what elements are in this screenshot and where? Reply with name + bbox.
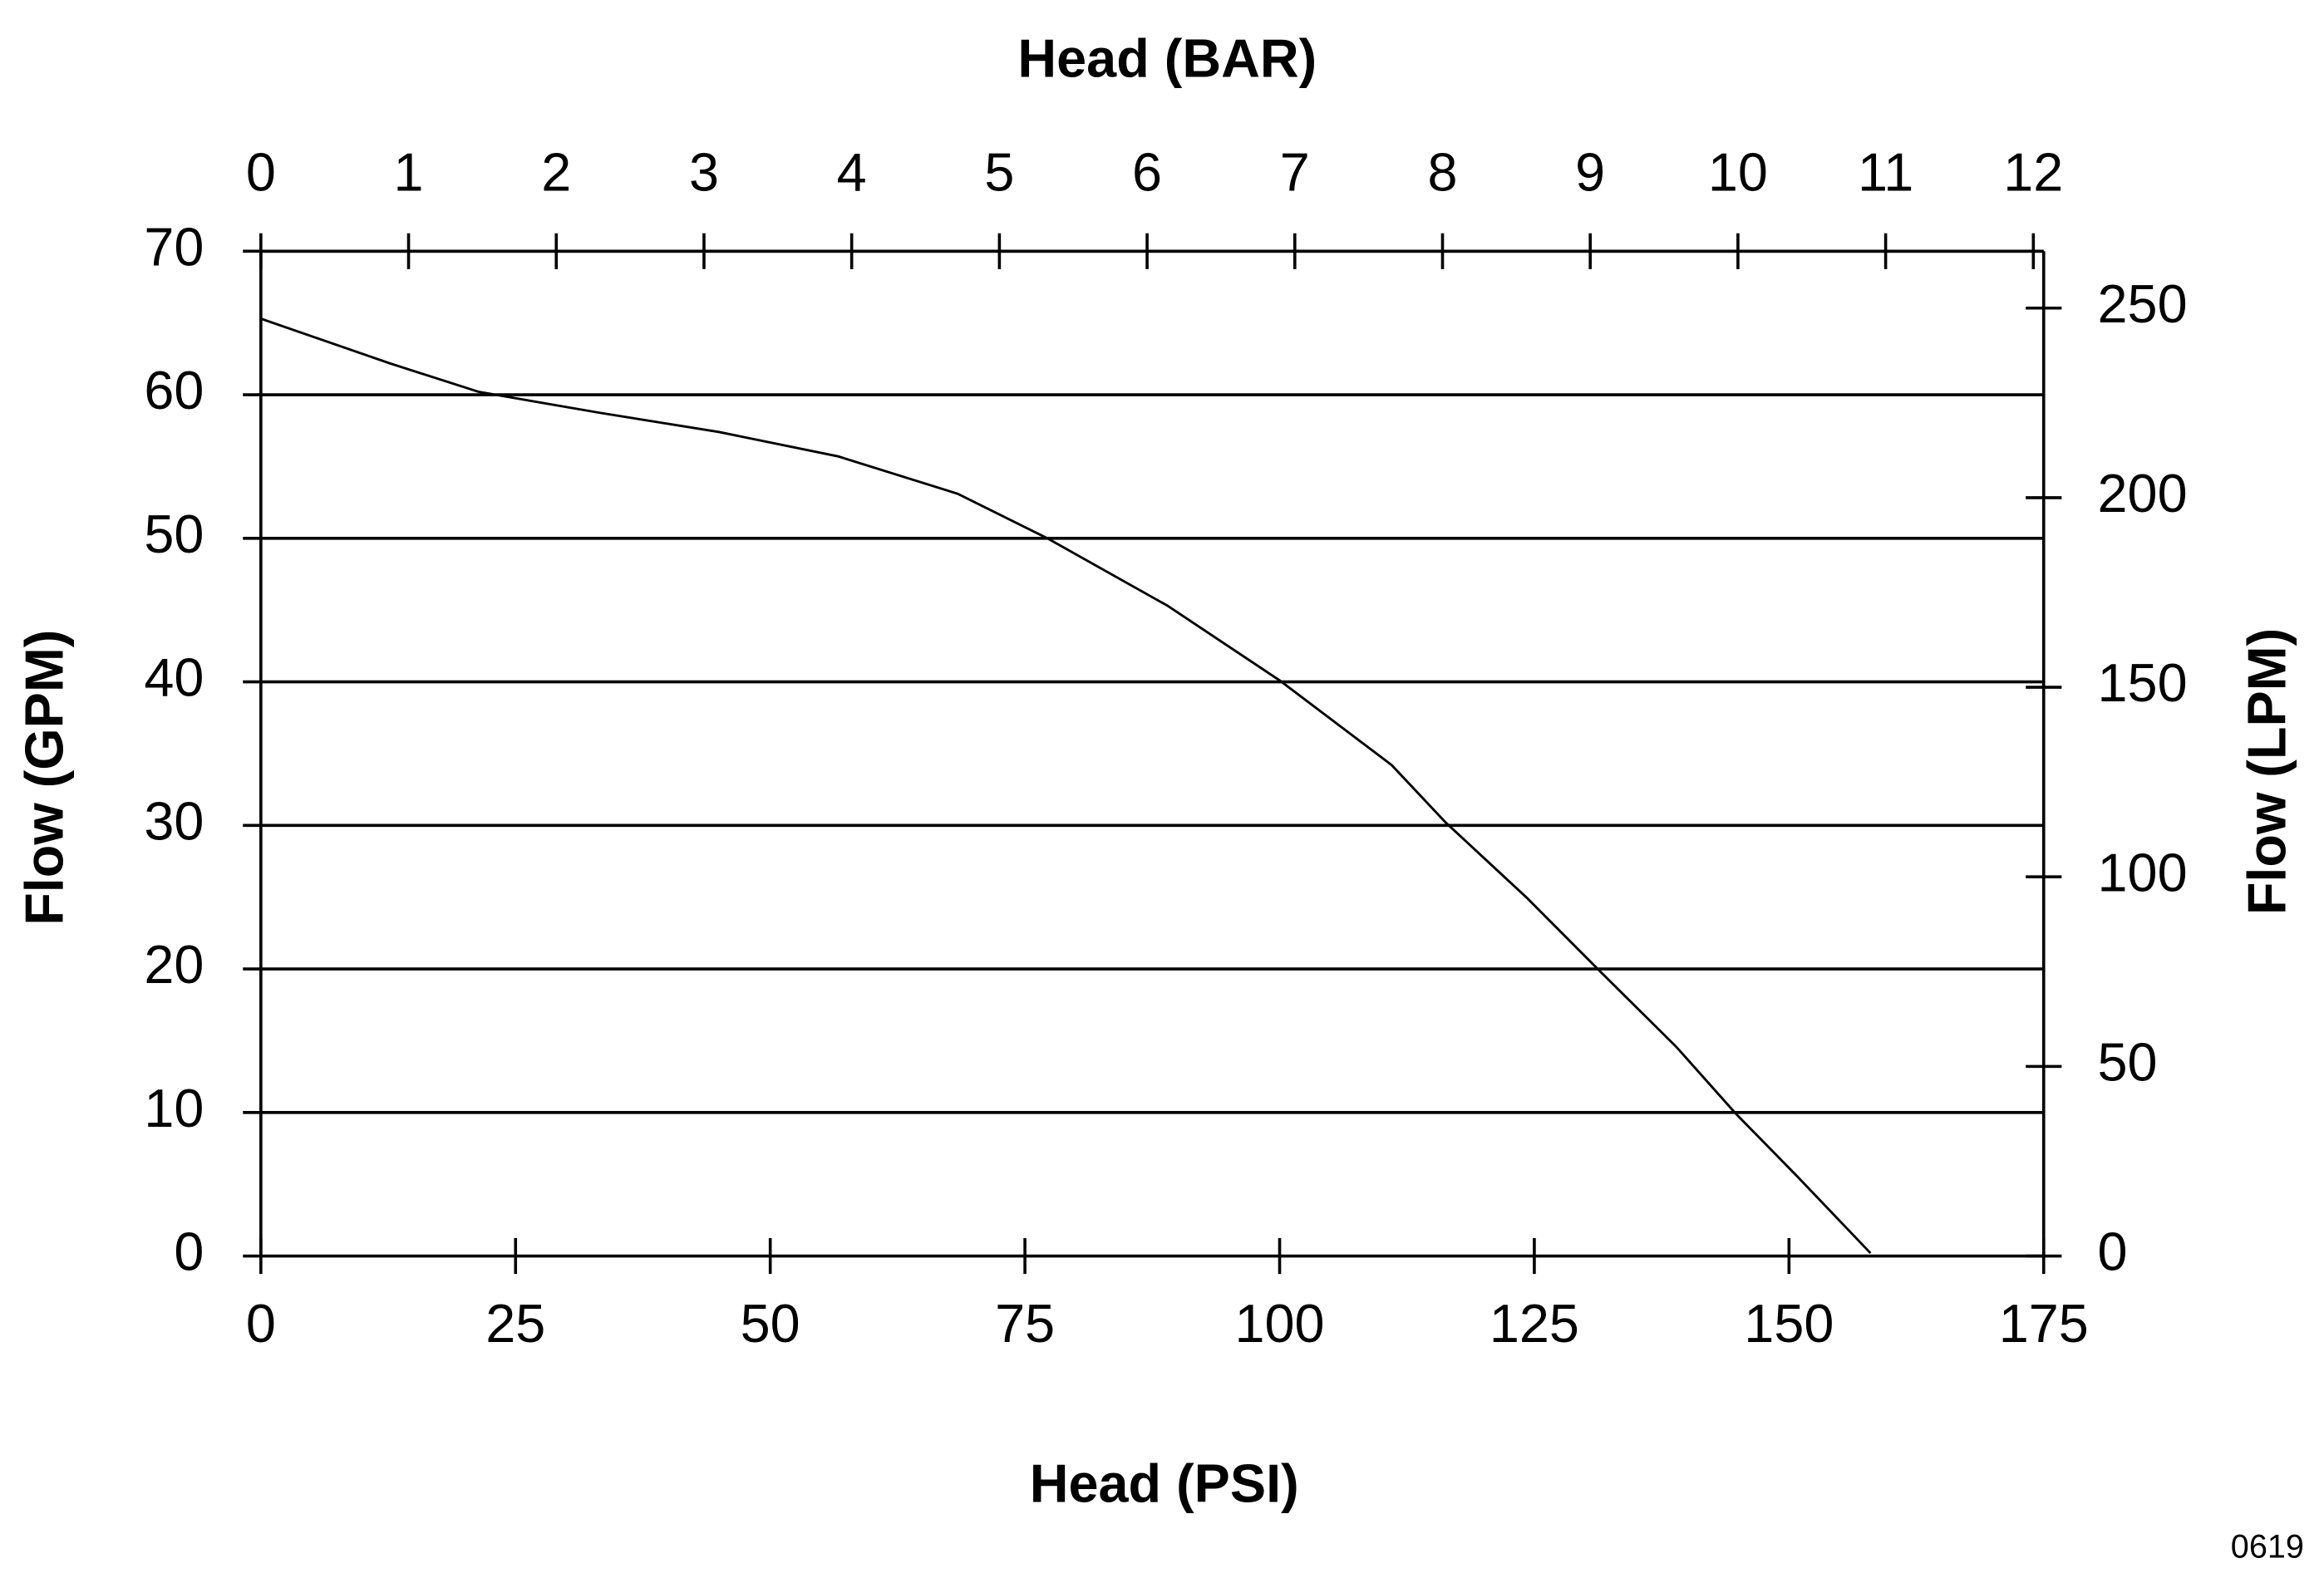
- x-tick-label: 100: [1234, 1293, 1324, 1354]
- x2-tick-label: 1: [394, 141, 424, 202]
- x-tick-label: 175: [1999, 1293, 2089, 1354]
- y2-axis-title: Flow (LPM): [2236, 628, 2297, 915]
- y-tick-label: 70: [144, 216, 204, 277]
- y2-tick-label: 0: [2098, 1222, 2128, 1282]
- y-tick-label: 0: [174, 1222, 204, 1282]
- y-tick-label: 60: [144, 360, 204, 420]
- y-tick-label: 30: [144, 790, 204, 851]
- y-tick-label: 50: [144, 504, 204, 564]
- x2-tick-label: 8: [1427, 141, 1457, 202]
- x-tick-label: 150: [1744, 1293, 1834, 1354]
- x2-tick-label: 2: [541, 141, 571, 202]
- x2-tick-label: 9: [1575, 141, 1605, 202]
- y2-tick-label: 200: [2098, 463, 2188, 524]
- y2-tick-label: 100: [2098, 842, 2188, 902]
- data-line: [260, 317, 1872, 1255]
- x2-tick-label: 7: [1280, 141, 1310, 202]
- x2-tick-label: 4: [837, 141, 867, 202]
- y-tick-label: 10: [144, 1078, 204, 1138]
- x-tick-label: 125: [1489, 1293, 1579, 1354]
- top-axis-title: Head (BAR): [1017, 28, 1317, 89]
- x2-tick-label: 10: [1708, 141, 1768, 202]
- x-tick-label: 25: [485, 1293, 545, 1354]
- y-tick-label: 40: [144, 647, 204, 708]
- x2-tick-label: 0: [246, 141, 276, 202]
- x2-tick-label: 3: [689, 141, 719, 202]
- x-tick-label: 0: [246, 1293, 276, 1354]
- y-tick-label: 20: [144, 934, 204, 995]
- x2-tick-label: 5: [984, 141, 1014, 202]
- y2-tick-label: 150: [2098, 652, 2188, 713]
- x2-tick-label: 11: [1858, 141, 1913, 202]
- x-axis-title: Head (PSI): [1030, 1453, 1299, 1514]
- x-tick-label: 75: [995, 1293, 1055, 1354]
- y2-tick-label: 250: [2098, 273, 2188, 334]
- x-tick-label: 50: [741, 1293, 800, 1354]
- x2-tick-label: 6: [1132, 141, 1162, 202]
- y-axis-title: Flow (GPM): [13, 630, 74, 926]
- x2-tick-label: 12: [2003, 141, 2063, 202]
- y2-tick-label: 50: [2098, 1031, 2158, 1092]
- footnote: 0619: [2231, 1529, 2304, 1566]
